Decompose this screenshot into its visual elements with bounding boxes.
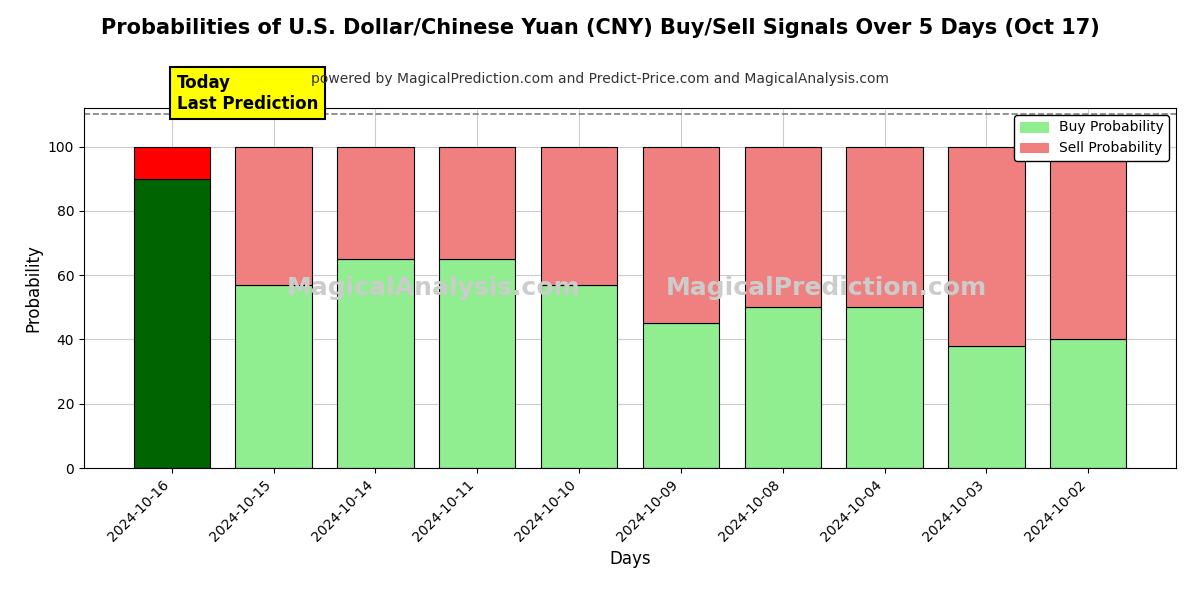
Bar: [133, 179, 210, 468]
Text: MagicalAnalysis.com: MagicalAnalysis.com: [287, 276, 581, 300]
Bar: [439, 259, 516, 468]
Bar: [744, 146, 821, 307]
Y-axis label: Probability: Probability: [24, 244, 42, 332]
Bar: [541, 146, 617, 285]
Legend: Buy Probability, Sell Probability: Buy Probability, Sell Probability: [1014, 115, 1169, 161]
Text: MagicalPrediction.com: MagicalPrediction.com: [666, 276, 988, 300]
Bar: [337, 146, 414, 259]
Bar: [948, 346, 1025, 468]
Bar: [846, 307, 923, 468]
Bar: [235, 146, 312, 285]
X-axis label: Days: Days: [610, 550, 650, 568]
Text: powered by MagicalPrediction.com and Predict-Price.com and MagicalAnalysis.com: powered by MagicalPrediction.com and Pre…: [311, 72, 889, 86]
Bar: [744, 307, 821, 468]
Bar: [643, 146, 719, 323]
Text: Today
Last Prediction: Today Last Prediction: [176, 74, 318, 113]
Bar: [1050, 340, 1127, 468]
Bar: [948, 146, 1025, 346]
Bar: [1050, 146, 1127, 340]
Bar: [643, 323, 719, 468]
Bar: [133, 146, 210, 179]
Bar: [235, 285, 312, 468]
Bar: [541, 285, 617, 468]
Bar: [439, 146, 516, 259]
Bar: [846, 146, 923, 307]
Text: Probabilities of U.S. Dollar/Chinese Yuan (CNY) Buy/Sell Signals Over 5 Days (Oc: Probabilities of U.S. Dollar/Chinese Yua…: [101, 18, 1099, 38]
Bar: [337, 259, 414, 468]
